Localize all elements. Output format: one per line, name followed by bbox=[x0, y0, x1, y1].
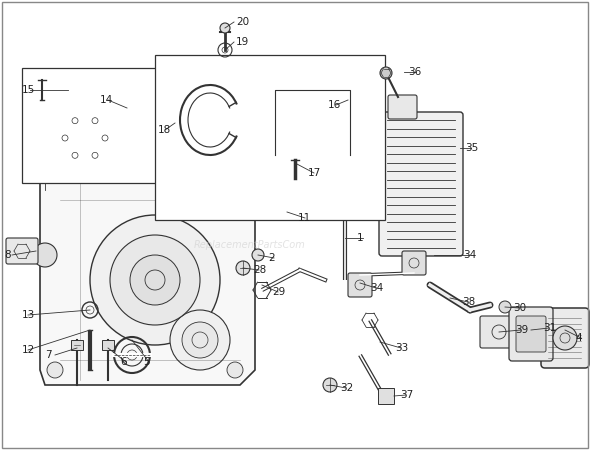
Circle shape bbox=[252, 249, 264, 261]
Text: 28: 28 bbox=[253, 265, 266, 275]
Bar bbox=[22, 68, 157, 183]
Text: 15: 15 bbox=[22, 85, 35, 95]
Text: 35: 35 bbox=[465, 143, 478, 153]
Circle shape bbox=[170, 310, 230, 370]
Text: 17: 17 bbox=[308, 168, 321, 178]
Circle shape bbox=[553, 326, 577, 350]
Text: 32: 32 bbox=[340, 383, 353, 393]
Circle shape bbox=[499, 301, 511, 313]
Text: 13: 13 bbox=[22, 310, 35, 320]
Text: 8: 8 bbox=[4, 250, 11, 260]
FancyBboxPatch shape bbox=[516, 316, 546, 352]
Bar bbox=[155, 55, 385, 220]
Text: 20: 20 bbox=[236, 17, 249, 27]
Circle shape bbox=[33, 243, 57, 267]
FancyBboxPatch shape bbox=[509, 307, 553, 361]
Text: 6: 6 bbox=[120, 357, 127, 367]
Circle shape bbox=[380, 67, 392, 79]
Circle shape bbox=[182, 322, 218, 358]
Text: 37: 37 bbox=[400, 390, 413, 400]
Circle shape bbox=[227, 362, 243, 378]
Bar bbox=[102, 340, 114, 350]
Text: 4: 4 bbox=[575, 333, 582, 343]
Polygon shape bbox=[40, 155, 255, 385]
Circle shape bbox=[110, 235, 200, 325]
Text: 19: 19 bbox=[236, 37, 249, 47]
Circle shape bbox=[323, 378, 337, 392]
Text: 2: 2 bbox=[268, 253, 274, 263]
Circle shape bbox=[220, 23, 230, 33]
Text: 16: 16 bbox=[328, 100, 341, 110]
Circle shape bbox=[130, 255, 180, 305]
Circle shape bbox=[47, 162, 63, 178]
Text: 34: 34 bbox=[370, 283, 384, 293]
FancyBboxPatch shape bbox=[480, 316, 519, 348]
Text: 34: 34 bbox=[463, 250, 476, 260]
Text: 30: 30 bbox=[513, 303, 526, 313]
FancyBboxPatch shape bbox=[6, 238, 38, 264]
Circle shape bbox=[90, 215, 220, 345]
Text: 18: 18 bbox=[158, 125, 171, 135]
FancyBboxPatch shape bbox=[541, 308, 589, 368]
FancyBboxPatch shape bbox=[402, 251, 426, 275]
Text: 38: 38 bbox=[462, 297, 476, 307]
FancyBboxPatch shape bbox=[388, 95, 417, 119]
Bar bbox=[71, 340, 83, 350]
FancyBboxPatch shape bbox=[348, 273, 372, 297]
Bar bbox=[378, 388, 394, 404]
Text: ReplacementPartsCom: ReplacementPartsCom bbox=[194, 240, 306, 250]
Text: 39: 39 bbox=[515, 325, 528, 335]
Text: 33: 33 bbox=[395, 343, 408, 353]
Text: 36: 36 bbox=[408, 67, 421, 77]
Text: 14: 14 bbox=[100, 95, 113, 105]
Text: 5: 5 bbox=[143, 357, 150, 367]
Text: 11: 11 bbox=[298, 213, 312, 223]
FancyBboxPatch shape bbox=[379, 112, 463, 256]
Text: 12: 12 bbox=[22, 345, 35, 355]
Text: 7: 7 bbox=[45, 350, 52, 360]
Text: 29: 29 bbox=[272, 287, 285, 297]
Circle shape bbox=[47, 362, 63, 378]
Text: 31: 31 bbox=[543, 323, 556, 333]
Text: 1: 1 bbox=[357, 233, 363, 243]
Circle shape bbox=[227, 162, 243, 178]
Circle shape bbox=[236, 261, 250, 275]
